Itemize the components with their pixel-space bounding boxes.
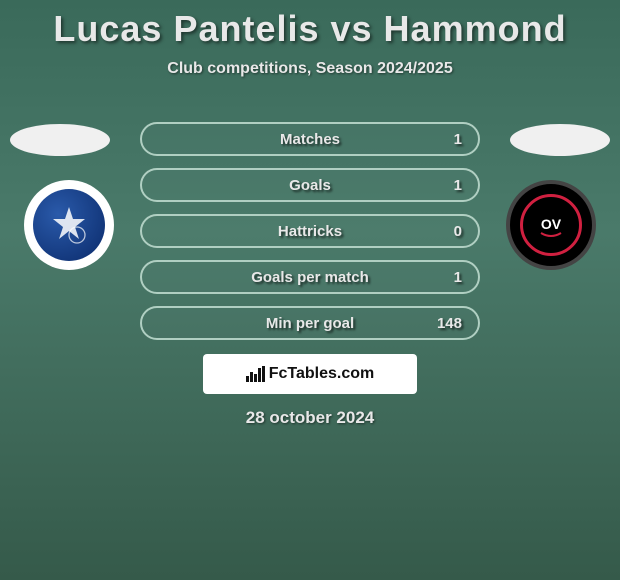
page-title: Lucas Pantelis vs Hammond: [0, 0, 620, 50]
stat-label: Goals: [289, 177, 331, 194]
player-photo-left: [10, 124, 110, 156]
stat-row: Goals 1: [140, 168, 480, 202]
shield-icon: [33, 189, 105, 261]
stat-label: Matches: [280, 131, 340, 148]
stat-value: 1: [454, 177, 462, 194]
stat-label: Min per goal: [266, 315, 354, 332]
subtitle: Club competitions, Season 2024/2025: [0, 60, 620, 78]
stat-value: 1: [454, 131, 462, 148]
badge-icon: OV: [520, 194, 582, 256]
bar-chart-icon: [246, 366, 265, 382]
brand-box: FcTables.com: [203, 354, 417, 394]
player-photo-right: [510, 124, 610, 156]
brand-text: FcTables.com: [269, 365, 375, 383]
stat-value: 148: [437, 315, 462, 332]
stat-row: Goals per match 1: [140, 260, 480, 294]
stat-row: Matches 1: [140, 122, 480, 156]
stat-row: Hattricks 0: [140, 214, 480, 248]
date-label: 28 october 2024: [0, 408, 620, 428]
svg-text:OV: OV: [541, 216, 562, 232]
stat-value: 1: [454, 269, 462, 286]
stat-value: 0: [454, 223, 462, 240]
club-logo-right: OV: [506, 180, 596, 270]
stat-label: Hattricks: [278, 223, 342, 240]
club-logo-left: [24, 180, 114, 270]
stat-row: Min per goal 148: [140, 306, 480, 340]
stat-label: Goals per match: [251, 269, 369, 286]
stats-list: Matches 1 Goals 1 Hattricks 0 Goals per …: [140, 122, 480, 352]
